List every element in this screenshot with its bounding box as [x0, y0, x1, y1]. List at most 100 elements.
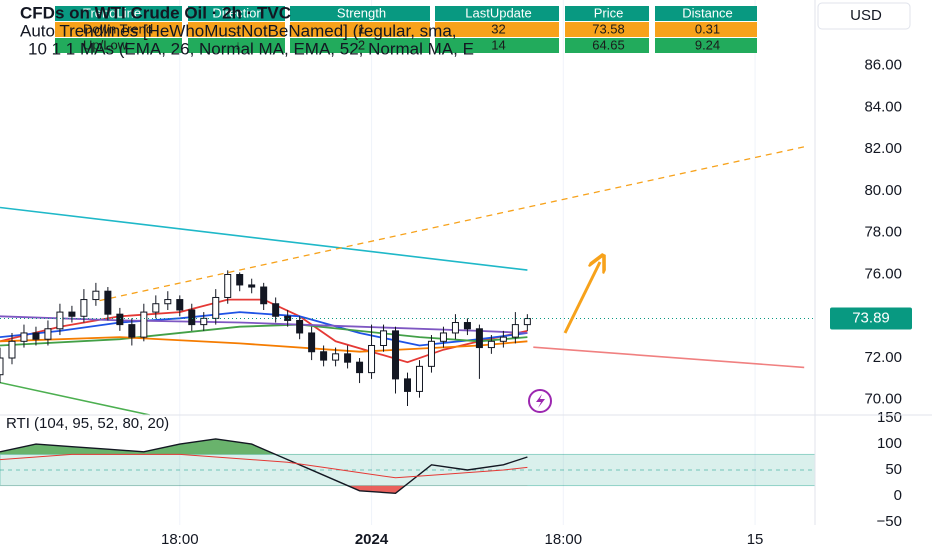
- currency-button[interactable]: [817, 2, 911, 30]
- candle-body: [380, 330, 388, 346]
- indicator-label: 10 1 1 MAs (EMA, 26, Normal MA, EMA, 52,…: [28, 39, 474, 58]
- x-tick-label: 15: [747, 531, 764, 548]
- ma-line: [0, 336, 528, 353]
- table-cell: [655, 22, 757, 37]
- table-cell-text: 2: [358, 37, 365, 52]
- table-cell-text: Strength: [337, 5, 386, 20]
- table-cell: [655, 38, 757, 53]
- last-price-label: 73.89: [852, 310, 890, 327]
- table-cell: [188, 22, 285, 37]
- candle-body: [32, 332, 40, 340]
- table-cell: [188, 38, 285, 53]
- table-cell-text: 64.65: [592, 37, 625, 52]
- y-tick-label: 82.00: [864, 140, 902, 157]
- table-cell: [188, 6, 285, 21]
- table-cell-text: Up/Low: [83, 37, 128, 52]
- y-tick-label: 76.00: [864, 265, 902, 282]
- x-tick-label: 18:00: [545, 531, 583, 548]
- y-tick-label: 78.00: [864, 224, 902, 241]
- y-tick-label: 150: [877, 409, 902, 426]
- candle-body: [487, 340, 495, 349]
- table-cell: [565, 22, 649, 37]
- table-cell: [655, 6, 757, 21]
- table-cell-text: Price: [594, 5, 624, 20]
- table-cell-text: Down Trend: [83, 21, 153, 36]
- candle-body: [368, 344, 376, 374]
- table-cell-text: Direction: [212, 5, 263, 20]
- y-tick-label: −50: [877, 513, 902, 530]
- table-cell: [435, 22, 559, 37]
- candle-body: [8, 340, 16, 359]
- y-tick-label: 50: [885, 461, 902, 478]
- candle-body: [356, 361, 364, 374]
- table-cell: [55, 38, 182, 53]
- candle-body: [188, 309, 196, 326]
- candle-body: [164, 299, 172, 305]
- rti-pane: 150 100 50 0 −50: [0, 409, 902, 530]
- candle-body: [296, 319, 304, 334]
- table-cell-text: TrendLine: [83, 5, 141, 20]
- currency-label: USD: [850, 7, 882, 24]
- candle-body: [56, 311, 64, 330]
- rti-band: [0, 453, 816, 487]
- rti-overbought-fill: [0, 438, 528, 455]
- candle-body: [415, 365, 423, 392]
- y-tick-label: 84.00: [864, 98, 902, 115]
- y-tick-label: 86.00: [864, 57, 902, 74]
- candle-body: [44, 328, 52, 340]
- candle-body: [523, 318, 531, 326]
- event-icon[interactable]: [528, 389, 552, 413]
- indicator-label: Auto Trendlines [HeWhoMustNotBeNamed] (r…: [20, 21, 457, 40]
- table-cell: [290, 6, 430, 21]
- table-cell: [55, 6, 182, 21]
- candle-body: [0, 357, 4, 376]
- candle-body: [332, 353, 340, 361]
- candle-body: [224, 274, 232, 298]
- table-cell-text: 32: [491, 21, 505, 36]
- table-cell: [55, 22, 182, 37]
- x-tick-label: 18:00: [161, 531, 199, 548]
- candle-body: [511, 324, 519, 338]
- table-cell: [565, 38, 649, 53]
- rti-line: [0, 438, 528, 495]
- grid: [179, 0, 756, 525]
- table-cell-text: Distance: [682, 5, 733, 20]
- event-bolt: [536, 394, 545, 408]
- table-cell-text: 1: [358, 21, 365, 36]
- candle-body: [272, 303, 280, 317]
- rti-signal-line: [0, 453, 528, 479]
- candle-body: [284, 315, 292, 321]
- y-tick-label: 0: [894, 487, 902, 504]
- trend-line: [0, 206, 528, 271]
- last-price-box: [830, 307, 912, 330]
- candle-body: [392, 330, 400, 380]
- candle-body: [320, 351, 328, 361]
- main-pane: 70.0072.0074.0076.0078.0080.0082.0084.00…: [0, 57, 912, 416]
- candle-body: [176, 299, 184, 311]
- table-cell-text: 0.31: [695, 21, 720, 36]
- table-cell-text: 14: [491, 37, 505, 52]
- candle-body: [200, 317, 208, 326]
- candle-body: [212, 296, 220, 319]
- chart-title: CFDs on WTI Crude Oil · 2h · TVC: [20, 3, 291, 22]
- table-cell: [435, 38, 559, 53]
- candle-body: [499, 336, 507, 342]
- table-cell-text: LastUpdate: [465, 5, 532, 20]
- candle-body: [451, 322, 459, 334]
- ma-line: [0, 323, 528, 347]
- candle-body: [140, 311, 148, 338]
- candle-body: [248, 284, 256, 288]
- table-cell: [435, 6, 559, 21]
- x-tick-label: 2024: [355, 531, 389, 548]
- table-cell-text: 9.24: [695, 37, 720, 52]
- candle-body: [92, 290, 100, 301]
- rti-title: RTI (104, 95, 52, 80, 20): [6, 415, 169, 432]
- table-cell: [565, 6, 649, 21]
- table-cell-text: 73.58: [592, 21, 625, 36]
- table-cell-text: ↓: [235, 37, 242, 52]
- candle-body: [404, 378, 411, 392]
- trend-line: [0, 381, 150, 416]
- candle-body: [236, 274, 244, 286]
